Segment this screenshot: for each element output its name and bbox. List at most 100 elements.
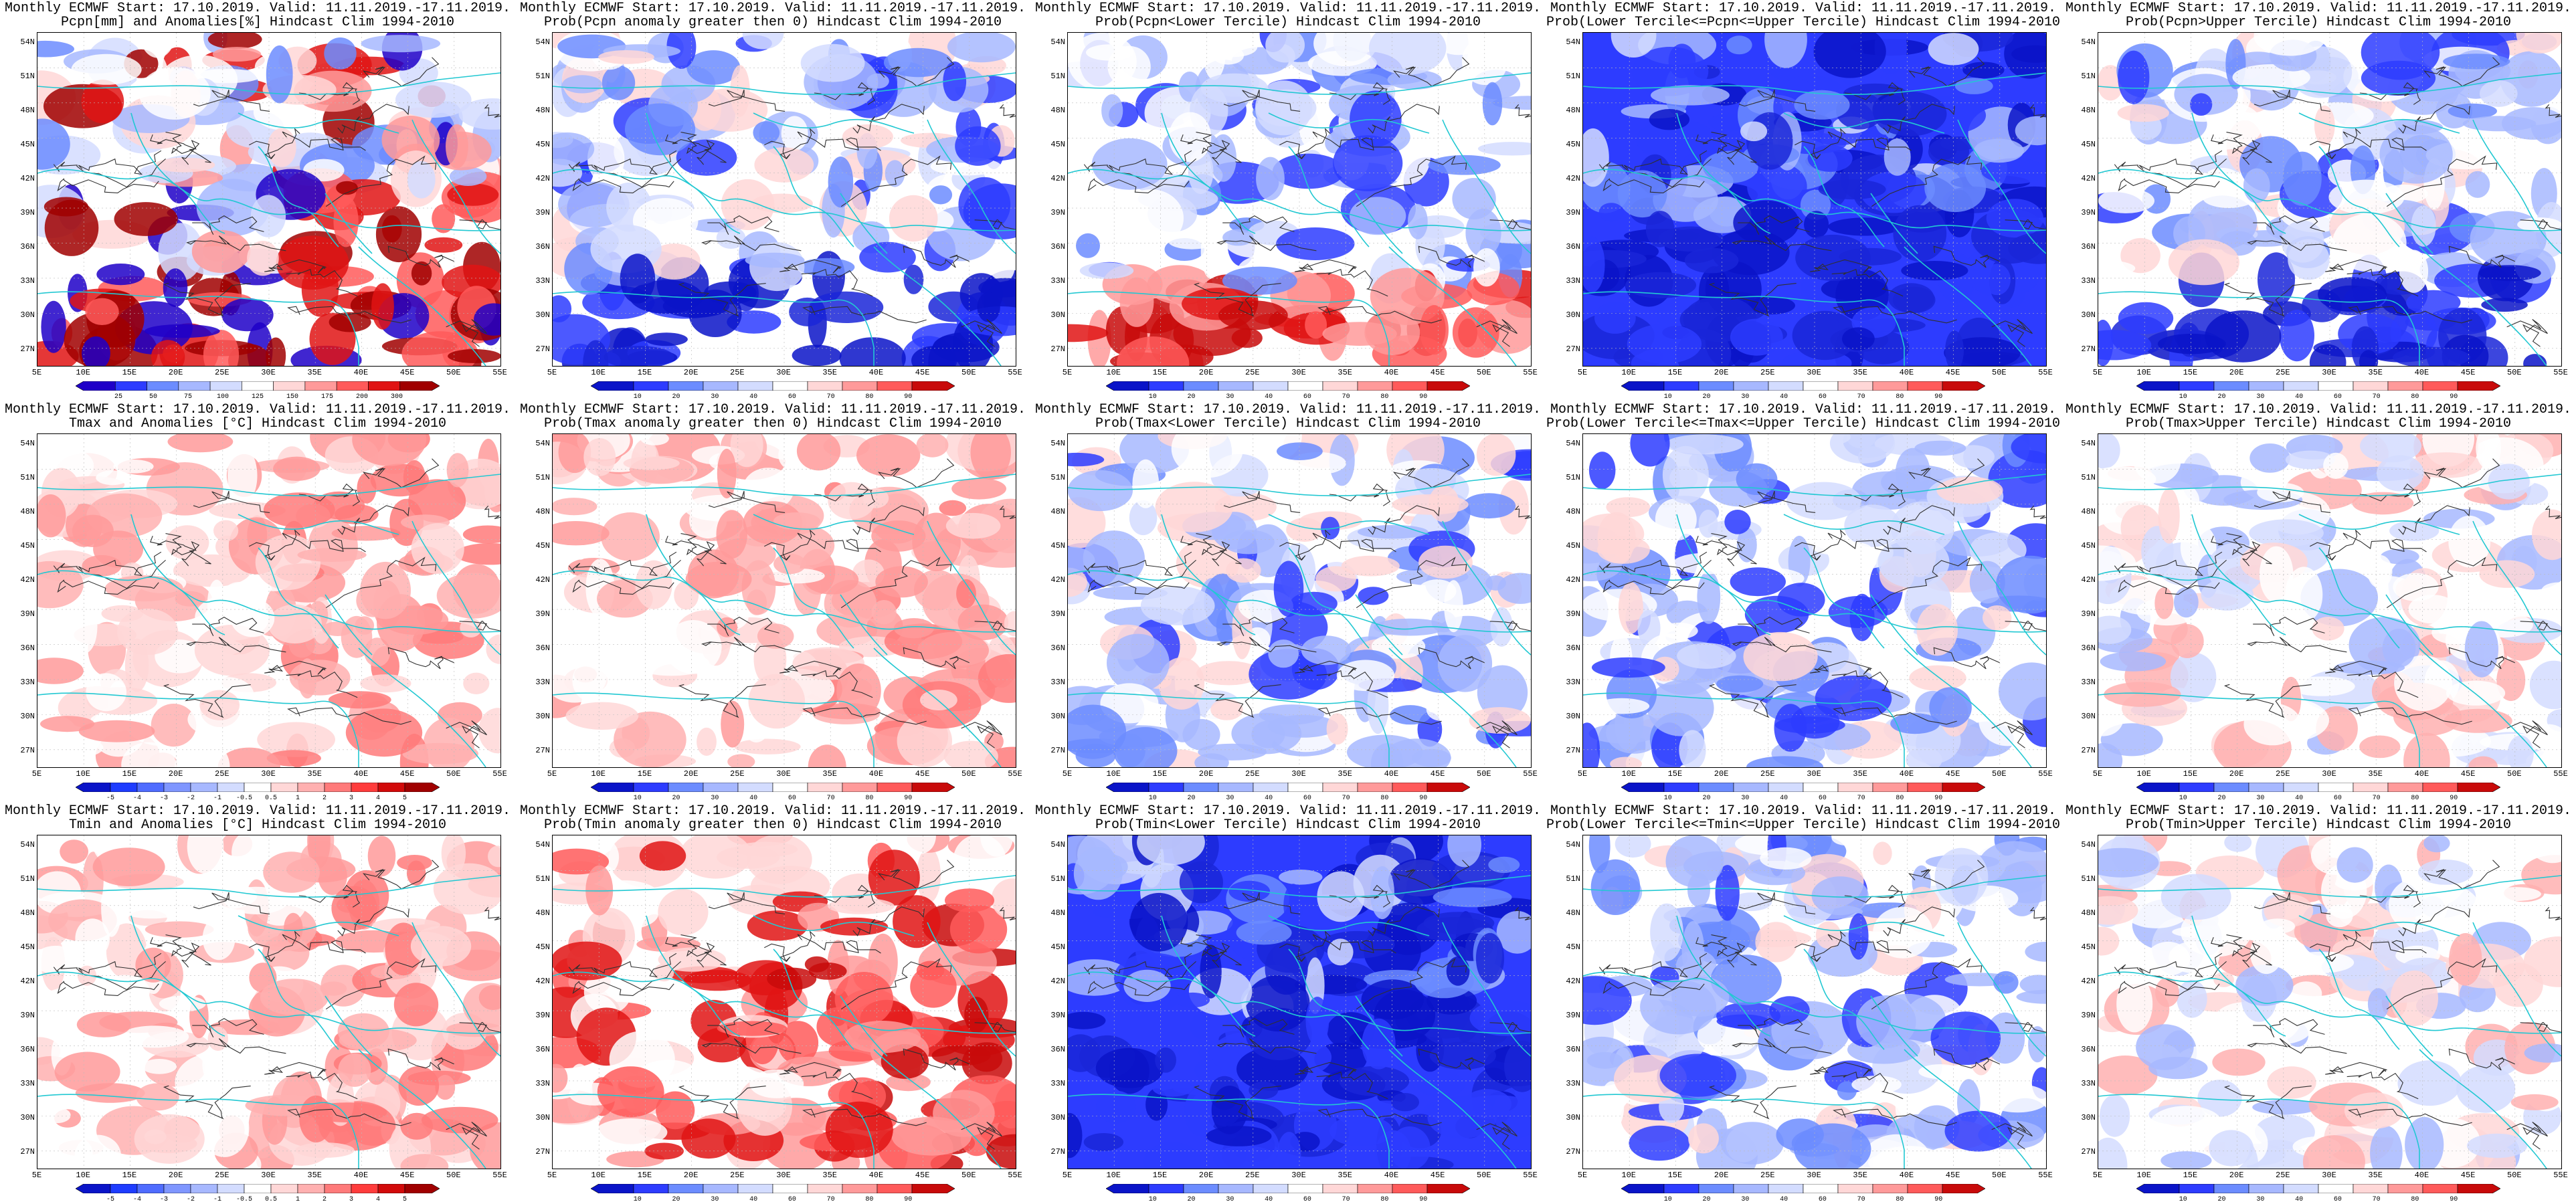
lon-tick-label: 35E [307, 769, 322, 779]
colorbar-swatch [1218, 1184, 1254, 1193]
lon-tick-label: 25E [1760, 368, 1775, 377]
lon-tick-label: 40E [1899, 1171, 1914, 1180]
map-field [2098, 835, 2561, 1169]
colorbar-swatch [2387, 1184, 2423, 1193]
lat-tick-label: 27N [20, 746, 35, 755]
colorbar-swatch [1218, 783, 1254, 792]
lon-tick-label: 55E [2038, 1171, 2053, 1180]
colorbar-swatch [1663, 1184, 1699, 1193]
lat-tick-label: 33N [1566, 678, 1580, 687]
colorbar-swatch [842, 783, 878, 792]
lat-tick-label: 48N [2081, 106, 2096, 115]
panel-title-line2: Prob(Tmax anomaly greater then 0) Hindca… [543, 416, 1002, 431]
lon-tick-label: 50E [2506, 1171, 2522, 1180]
colorbar-swatch [703, 381, 739, 391]
lat-tick-label: 42N [20, 575, 35, 585]
colorbar-tick-label: 10 [1663, 393, 1672, 401]
colorbar-swatch [2457, 783, 2500, 792]
panel-title-line2: Prob(Tmin<Lower Tercile) Hindcast Clim 1… [1095, 817, 1481, 833]
lat-tick-label: 39N [2081, 208, 2096, 217]
lon-tick-label: 35E [307, 1171, 322, 1180]
lat-tick-label: 30N [1566, 1113, 1580, 1122]
colorbar-swatch [2387, 381, 2423, 391]
lat-tick-label: 45N [1050, 140, 1065, 149]
lat-tick-label: 27N [535, 344, 550, 354]
panel-title-line1: Monthly ECMWF Start: 17.10.2019. Valid: … [2065, 1, 2572, 16]
colorbar-tick-label: 200 [355, 393, 369, 401]
colorbar-swatch [2248, 381, 2284, 391]
colorbar-tick-label: 20 [1187, 393, 1196, 401]
panel-title-line2: Tmax and Anomalies [°C] Hindcast Clim 19… [68, 416, 447, 431]
colorbar-swatch [76, 1184, 111, 1193]
colorbar-swatch [772, 1184, 808, 1193]
lon-tick-label: 30E [2322, 769, 2336, 779]
colorbar-swatch [772, 783, 808, 792]
colorbar-swatch [703, 1184, 739, 1193]
lat-tick-label: 45N [20, 541, 35, 550]
lat-tick-label: 54N [20, 37, 35, 47]
lat-tick-label: 45N [535, 140, 550, 149]
colorbar-swatch [377, 783, 405, 792]
colorbar-tick-label: 30 [1226, 393, 1234, 401]
lat-tick-label: 39N [1050, 1011, 1065, 1020]
colorbar-swatch [1148, 381, 1184, 391]
lon-tick-label: 10E [591, 769, 606, 779]
lon-tick-label: 10E [591, 368, 606, 377]
lat-tick-label: 45N [1566, 942, 1580, 952]
lat-tick-label: 45N [20, 942, 35, 952]
lon-tick-label: 45E [1945, 769, 1960, 779]
colorbar-tick-label: 3 [349, 795, 354, 802]
lon-tick-label: 50E [446, 368, 461, 377]
lon-tick-label: 45E [1945, 368, 1960, 377]
map-area [1067, 835, 1532, 1169]
lat-tick-label: 42N [535, 977, 550, 986]
colorbar-swatch [190, 1184, 218, 1193]
colorbar-swatch [1392, 381, 1428, 391]
colorbar-tick-label: 80 [2411, 1196, 2419, 1203]
colorbar-tick-label: 10 [1148, 795, 1157, 802]
lat-tick-label: 48N [20, 106, 35, 115]
colorbar-swatch [877, 783, 913, 792]
lon-tick-label: 10E [76, 1171, 90, 1180]
lat-tick-label: 39N [535, 208, 550, 217]
colorbar [2136, 1184, 2500, 1193]
lon-tick-label: 55E [2553, 1171, 2568, 1180]
colorbar-tick-label: 40 [749, 1196, 758, 1203]
colorbar-swatch [1698, 381, 1734, 391]
lon-tick-label: 20E [168, 1171, 183, 1180]
colorbar-swatch [1907, 1184, 1943, 1193]
lon-tick-label: 40E [1384, 1171, 1399, 1180]
colorbar-swatch [324, 1184, 352, 1193]
lat-tick-label: 51N [535, 874, 550, 884]
colorbar-swatch [2457, 1184, 2500, 1193]
map-area [1067, 32, 1532, 367]
colorbar-swatch [1837, 783, 1873, 792]
colorbar-swatch [209, 381, 242, 391]
lon-tick-label: 5E [1577, 1171, 1588, 1180]
lon-tick-label: 45E [1430, 368, 1445, 377]
lat-tick-label: 45N [2081, 140, 2096, 149]
colorbar-tick-label: 10 [1663, 795, 1672, 802]
lon-tick-label: 5E [547, 368, 557, 377]
lon-tick-label: 45E [1430, 769, 1445, 779]
lon-tick-label: 15E [2183, 1171, 2198, 1180]
map-field [2098, 33, 2561, 366]
colorbar-swatch [2179, 1184, 2215, 1193]
colorbar-tick-label: 30 [1226, 795, 1234, 802]
colorbar-swatch [2248, 1184, 2284, 1193]
map-area [1582, 835, 2047, 1169]
lat-tick-label: 39N [1050, 609, 1065, 619]
lon-tick-label: 15E [122, 368, 137, 377]
colorbar-swatch [737, 783, 773, 792]
panel-title-line1: Monthly ECMWF Start: 17.10.2019. Valid: … [519, 803, 1026, 819]
lat-tick-label: 48N [2081, 908, 2096, 918]
lon-tick-label: 30E [1291, 1171, 1306, 1180]
colorbar-tick-label: 60 [788, 795, 796, 802]
panel-title-line2: Prob(Lower Tercile<=Tmax<=Upper Tercile)… [1546, 416, 2061, 431]
colorbar-tick-label: 70 [826, 1196, 835, 1203]
colorbar-swatch [1357, 1184, 1393, 1193]
lon-tick-label: 25E [214, 368, 229, 377]
lat-tick-label: 45N [2081, 942, 2096, 952]
lat-tick-label: 30N [20, 1113, 35, 1122]
colorbar-swatch [1907, 381, 1943, 391]
